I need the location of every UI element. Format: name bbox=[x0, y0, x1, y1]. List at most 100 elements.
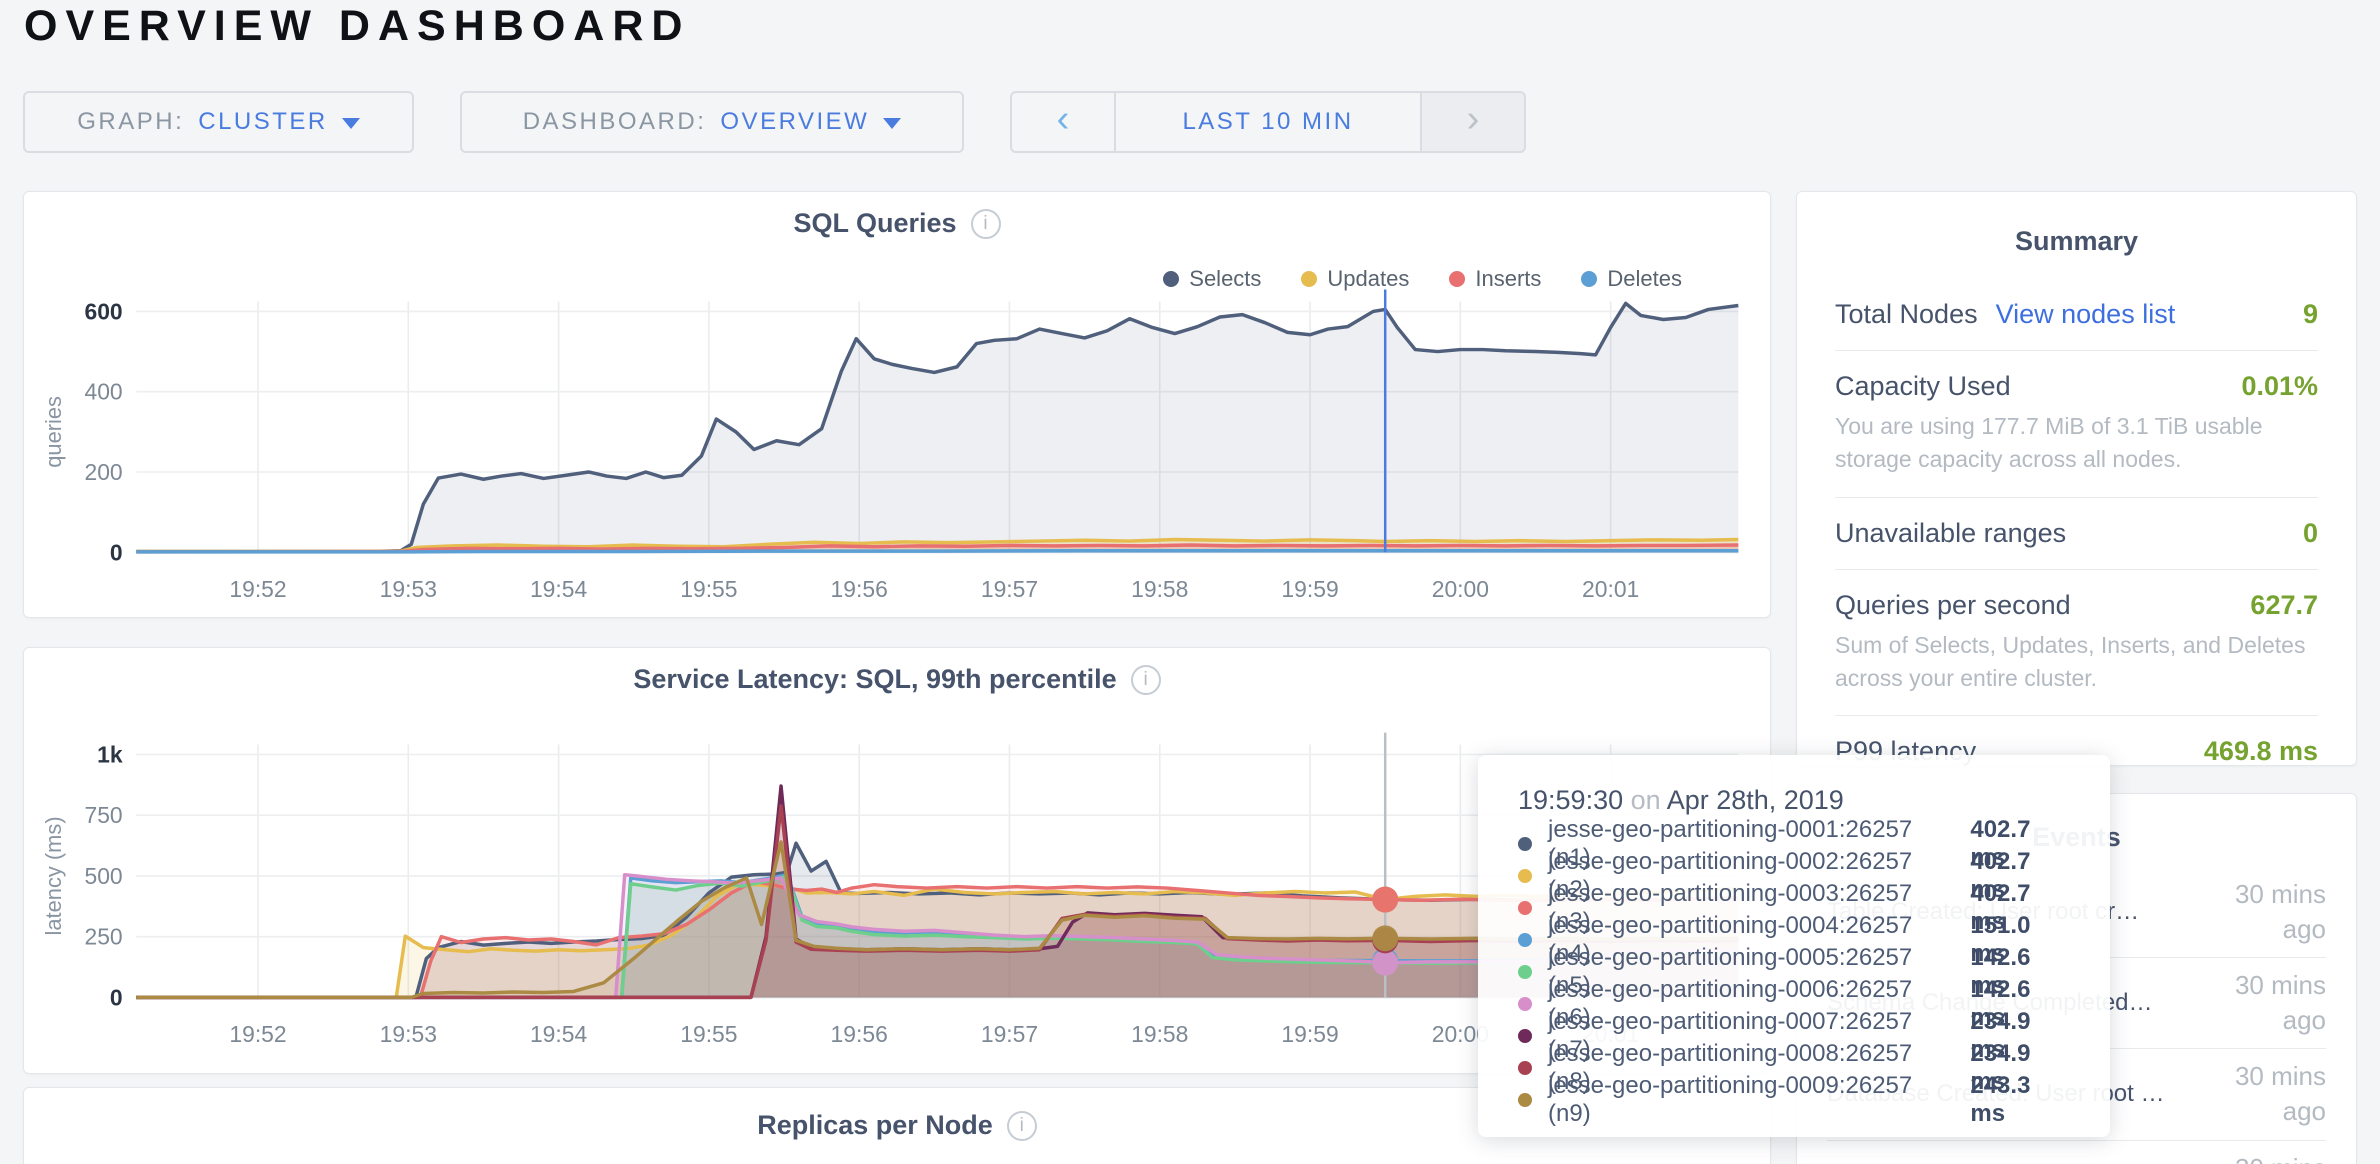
event-time: 30 mins ago bbox=[2196, 1151, 2326, 1164]
tooltip-node-row: jesse-geo-partitioning-0009:26257 (n9) 24… bbox=[1518, 1072, 2070, 1127]
chevron-right-icon: › bbox=[1466, 97, 1480, 140]
summary-panel: Summary Total Nodes View nodes list 9 Ca… bbox=[1796, 191, 2357, 766]
chart-title-sql-queries: SQL Queries bbox=[793, 208, 957, 238]
svg-text:600: 600 bbox=[84, 298, 122, 324]
chart-legend: Selects Updates Inserts Deletes bbox=[1163, 266, 1682, 292]
time-range-button[interactable]: LAST 10 MIN bbox=[1182, 108, 1354, 135]
tooltip-node-row: jesse-geo-partitioning-0004:26257 (n4) 15… bbox=[1518, 912, 2070, 967]
summary-label: Total Nodes bbox=[1835, 299, 1978, 329]
node-name: jesse-geo-partitioning-0005:26257 (n5) bbox=[1548, 944, 1913, 999]
node-latency-value: 151.0 ms bbox=[1970, 912, 2031, 967]
time-next-button[interactable]: › bbox=[1420, 93, 1524, 151]
dashboard-dropdown[interactable]: DASHBOARD: OVERVIEW bbox=[460, 91, 964, 153]
svg-text:19:57: 19:57 bbox=[981, 1021, 1038, 1047]
svg-text:19:54: 19:54 bbox=[530, 1021, 588, 1047]
summary-description: You are using 177.7 MiB of 3.1 TiB usabl… bbox=[1835, 413, 2263, 473]
svg-text:queries: queries bbox=[41, 396, 66, 468]
event-row[interactable]: Schema Change Completed…30 mins ago bbox=[1827, 958, 2326, 1050]
tooltip-node-row: jesse-geo-partitioning-0002:26257 (n2) 40… bbox=[1518, 848, 2070, 903]
node-color-dot-icon bbox=[1518, 933, 1532, 947]
info-icon[interactable]: i bbox=[1006, 1110, 1037, 1141]
graph-dropdown-label: GRAPH: bbox=[77, 108, 185, 135]
events-list: Table Created: User root cr…30 mins ago S… bbox=[1827, 867, 2326, 1164]
chart-title-replicas-per-node: Replicas per Node bbox=[757, 1110, 993, 1140]
event-time: 30 mins ago bbox=[2234, 879, 2326, 945]
svg-text:19:53: 19:53 bbox=[380, 1021, 437, 1047]
summary-label: Capacity Used bbox=[1835, 371, 2011, 401]
svg-text:0: 0 bbox=[110, 984, 123, 1010]
info-icon[interactable]: i bbox=[1130, 664, 1161, 695]
sql-queries-chart: 0 200 400 600 19:52 19:53 19:54 19:55 19:56 19:57… bbox=[41, 289, 1739, 602]
summary-row-unavailable-ranges: Unavailable ranges 0 bbox=[1835, 498, 2318, 570]
tooltip-header: 19:59:30 on Apr 28th, 2019 bbox=[1518, 785, 2070, 816]
summary-value: 9 bbox=[2302, 299, 2318, 329]
svg-text:19:56: 19:56 bbox=[831, 1021, 888, 1047]
svg-text:200: 200 bbox=[84, 459, 122, 485]
legend-dot-icon bbox=[1449, 271, 1466, 287]
time-prev-button[interactable]: ‹ bbox=[1012, 93, 1116, 151]
node-color-dot-icon bbox=[1518, 1093, 1532, 1107]
node-name: jesse-geo-partitioning-0007:26257 (n7) bbox=[1548, 1008, 1913, 1063]
legend-label: Inserts bbox=[1475, 266, 1542, 291]
sql-queries-panel: SQL Queries i Selects Updates Inserts Delet… bbox=[23, 191, 1771, 618]
svg-text:19:58: 19:58 bbox=[1131, 1021, 1188, 1047]
legend-item-deletes[interactable]: Deletes bbox=[1581, 266, 1682, 292]
tooltip-time: 19:59:30 bbox=[1518, 785, 1624, 815]
svg-text:latency (ms): latency (ms) bbox=[41, 816, 66, 935]
dashboard-dropdown-value: OVERVIEW bbox=[720, 108, 870, 135]
svg-text:19:52: 19:52 bbox=[229, 576, 286, 602]
svg-text:19:56: 19:56 bbox=[831, 576, 888, 602]
node-name: jesse-geo-partitioning-0002:26257 (n2) bbox=[1548, 848, 1913, 903]
legend-item-selects[interactable]: Selects bbox=[1163, 266, 1261, 292]
node-color-dot-icon bbox=[1518, 837, 1532, 851]
svg-text:19:53: 19:53 bbox=[380, 576, 437, 602]
chart-hover-tooltip: 19:59:30 on Apr 28th, 2019 jesse-geo-par… bbox=[1478, 755, 2110, 1137]
tooltip-rows: jesse-geo-partitioning-0001:26257 (n1) 40… bbox=[1518, 816, 2070, 1127]
svg-text:19:59: 19:59 bbox=[1281, 576, 1338, 602]
summary-label: Unavailable ranges bbox=[1835, 517, 2067, 548]
legend-dot-icon bbox=[1301, 271, 1318, 287]
svg-text:19:54: 19:54 bbox=[530, 576, 588, 602]
tooltip-node-row: jesse-geo-partitioning-0007:26257 (n7) 23… bbox=[1518, 1008, 2070, 1063]
summary-value: 0 bbox=[2302, 517, 2318, 548]
service-latency-chart: 0 250 500 750 1k 19:52 19:53 19:54 19:55 19:56 19:… bbox=[41, 732, 1739, 1047]
event-time: 30 mins ago bbox=[2234, 970, 2326, 1036]
legend-label: Selects bbox=[1189, 266, 1262, 291]
node-name: jesse-geo-partitioning-0001:26257 (n1) bbox=[1548, 816, 1913, 871]
svg-text:20:00: 20:00 bbox=[1432, 576, 1489, 602]
node-latency-value: 402.7 ms bbox=[1970, 880, 2031, 935]
summary-row-total-nodes: Total Nodes View nodes list 9 bbox=[1835, 279, 2318, 351]
svg-text:0: 0 bbox=[110, 539, 123, 565]
svg-text:250: 250 bbox=[84, 924, 122, 950]
node-color-dot-icon bbox=[1518, 901, 1532, 915]
time-window-selector: ‹ LAST 10 MIN › bbox=[1010, 91, 1526, 153]
svg-text:1k: 1k bbox=[97, 741, 123, 767]
tooltip-node-row: jesse-geo-partitioning-0005:26257 (n5) 14… bbox=[1518, 944, 2070, 999]
page-title: OVERVIEW DASHBOARD bbox=[24, 2, 691, 50]
node-latency-value: 142.6 ms bbox=[1970, 944, 2031, 999]
legend-item-inserts[interactable]: Inserts bbox=[1449, 266, 1541, 292]
node-name: jesse-geo-partitioning-0003:26257 (n3) bbox=[1548, 880, 1913, 935]
legend-item-updates[interactable]: Updates bbox=[1301, 266, 1409, 292]
chevron-down-icon bbox=[341, 118, 360, 129]
svg-text:20:01: 20:01 bbox=[1582, 576, 1639, 602]
node-name: jesse-geo-partitioning-0009:26257 (n9) bbox=[1548, 1072, 1913, 1127]
graph-dropdown[interactable]: GRAPH: CLUSTER bbox=[23, 91, 414, 153]
tooltip-date: Apr 28th, 2019 bbox=[1666, 785, 1844, 815]
svg-text:19:59: 19:59 bbox=[1281, 1021, 1338, 1047]
node-latency-value: 402.7 ms bbox=[1970, 816, 2031, 871]
view-nodes-list-link[interactable]: View nodes list bbox=[1995, 299, 2176, 329]
node-latency-value: 234.9 ms bbox=[1970, 1040, 2031, 1095]
node-color-dot-icon bbox=[1518, 1061, 1532, 1075]
event-row[interactable]: Table Created: User root cr…30 mins ago bbox=[1827, 1141, 2326, 1164]
tooltip-on: on bbox=[1630, 785, 1661, 815]
node-name: jesse-geo-partitioning-0008:26257 (n8) bbox=[1548, 1040, 1913, 1095]
legend-label: Deletes bbox=[1607, 266, 1682, 291]
svg-text:19:55: 19:55 bbox=[680, 576, 737, 602]
node-name: jesse-geo-partitioning-0004:26257 (n4) bbox=[1548, 912, 1913, 967]
tooltip-node-row: jesse-geo-partitioning-0008:26257 (n8) 23… bbox=[1518, 1040, 2070, 1095]
summary-description: Sum of Selects, Updates, Inserts, and De… bbox=[1835, 631, 2306, 692]
event-row[interactable]: Database Created: User root …30 mins ago bbox=[1827, 1049, 2326, 1141]
info-icon[interactable]: i bbox=[970, 208, 1001, 239]
